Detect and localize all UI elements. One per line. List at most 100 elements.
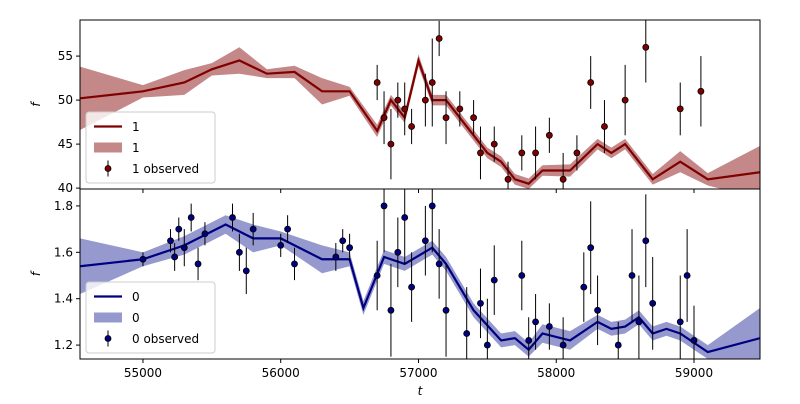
observed-point xyxy=(291,247,298,281)
point xyxy=(394,248,402,256)
observed-point xyxy=(594,275,601,346)
point xyxy=(387,140,395,148)
point xyxy=(601,123,608,130)
legend-swatch xyxy=(104,165,112,172)
point xyxy=(559,341,567,349)
point xyxy=(442,114,450,122)
point xyxy=(194,260,202,268)
point xyxy=(235,248,243,256)
point xyxy=(249,225,257,233)
point xyxy=(421,96,429,104)
observed-point xyxy=(477,126,484,180)
observed-point xyxy=(442,263,450,357)
point xyxy=(697,87,705,95)
legend-swatch xyxy=(94,312,122,323)
point xyxy=(594,306,601,314)
point xyxy=(167,237,174,245)
observed-point xyxy=(373,240,381,311)
observed-point xyxy=(139,252,147,267)
point xyxy=(683,272,691,279)
y-axis-label: f xyxy=(29,101,43,107)
point xyxy=(277,241,285,249)
observed-point xyxy=(242,247,250,295)
observed-point xyxy=(401,189,409,264)
observed-point xyxy=(690,305,698,359)
observed-point xyxy=(463,287,471,359)
observed-point xyxy=(456,91,464,127)
observed-point xyxy=(408,108,415,145)
observed-point xyxy=(490,245,498,315)
observed-point xyxy=(477,268,484,339)
observed-point xyxy=(387,108,395,180)
line xyxy=(80,56,760,185)
observed-point xyxy=(284,215,292,244)
point xyxy=(587,79,595,86)
x-tick-label: 57000 xyxy=(399,366,437,380)
observed-point xyxy=(235,233,243,271)
point xyxy=(291,260,298,268)
point xyxy=(690,337,698,344)
observed-point xyxy=(518,240,526,311)
legend-swatch xyxy=(104,335,112,342)
point xyxy=(573,149,581,157)
legend-label: 0 xyxy=(132,290,140,304)
y-tick-label: 40 xyxy=(58,181,73,195)
x-tick-label: 59000 xyxy=(675,366,713,380)
point xyxy=(463,330,471,337)
observed-point xyxy=(525,317,533,359)
point xyxy=(628,272,636,279)
observed-point xyxy=(587,201,595,295)
legend: 0 0 0 observed xyxy=(85,281,216,354)
observed-point xyxy=(201,222,209,246)
observed-point xyxy=(635,275,643,359)
observed-point xyxy=(628,229,636,322)
observed-point xyxy=(642,194,650,288)
observed-point xyxy=(421,205,429,276)
y-tick-label: 1.4 xyxy=(54,292,73,306)
point xyxy=(621,96,629,104)
observed-point xyxy=(277,233,285,257)
point xyxy=(642,43,650,51)
observed-point xyxy=(580,252,588,322)
point xyxy=(428,79,436,86)
observed-point xyxy=(442,91,450,145)
observed-point xyxy=(373,64,381,101)
observed-point xyxy=(394,217,402,288)
observed-point xyxy=(408,252,415,322)
point xyxy=(518,272,526,279)
observed-point xyxy=(428,189,436,253)
legend-label: 1 xyxy=(132,141,140,155)
observed-point xyxy=(601,100,608,153)
y-tick-label: 1.6 xyxy=(54,245,73,259)
point xyxy=(477,149,484,157)
point xyxy=(380,202,388,210)
y-tick-label: 55 xyxy=(58,49,73,63)
y-axis-label: f xyxy=(29,270,43,276)
point xyxy=(470,114,477,122)
point xyxy=(456,105,464,113)
point xyxy=(587,244,595,252)
point xyxy=(421,237,429,245)
observed-point xyxy=(435,20,443,57)
observed-point xyxy=(171,243,179,271)
point xyxy=(175,225,183,233)
observed-point xyxy=(167,229,174,253)
observed-point xyxy=(332,243,340,271)
x-tick-label: 55000 xyxy=(124,366,162,380)
observed-point xyxy=(380,91,388,145)
observed-point xyxy=(676,82,684,136)
observed-point xyxy=(587,56,595,109)
point xyxy=(649,299,657,307)
point xyxy=(435,260,443,268)
point xyxy=(139,255,147,263)
observed-point xyxy=(175,217,183,241)
point xyxy=(518,149,526,157)
point xyxy=(380,114,388,122)
point xyxy=(676,318,684,326)
observed-point xyxy=(504,161,512,189)
observed-point xyxy=(676,275,684,359)
point xyxy=(401,214,409,221)
point xyxy=(373,79,381,86)
y-tick-label: 1.2 xyxy=(54,338,73,352)
legend-box xyxy=(85,281,216,354)
